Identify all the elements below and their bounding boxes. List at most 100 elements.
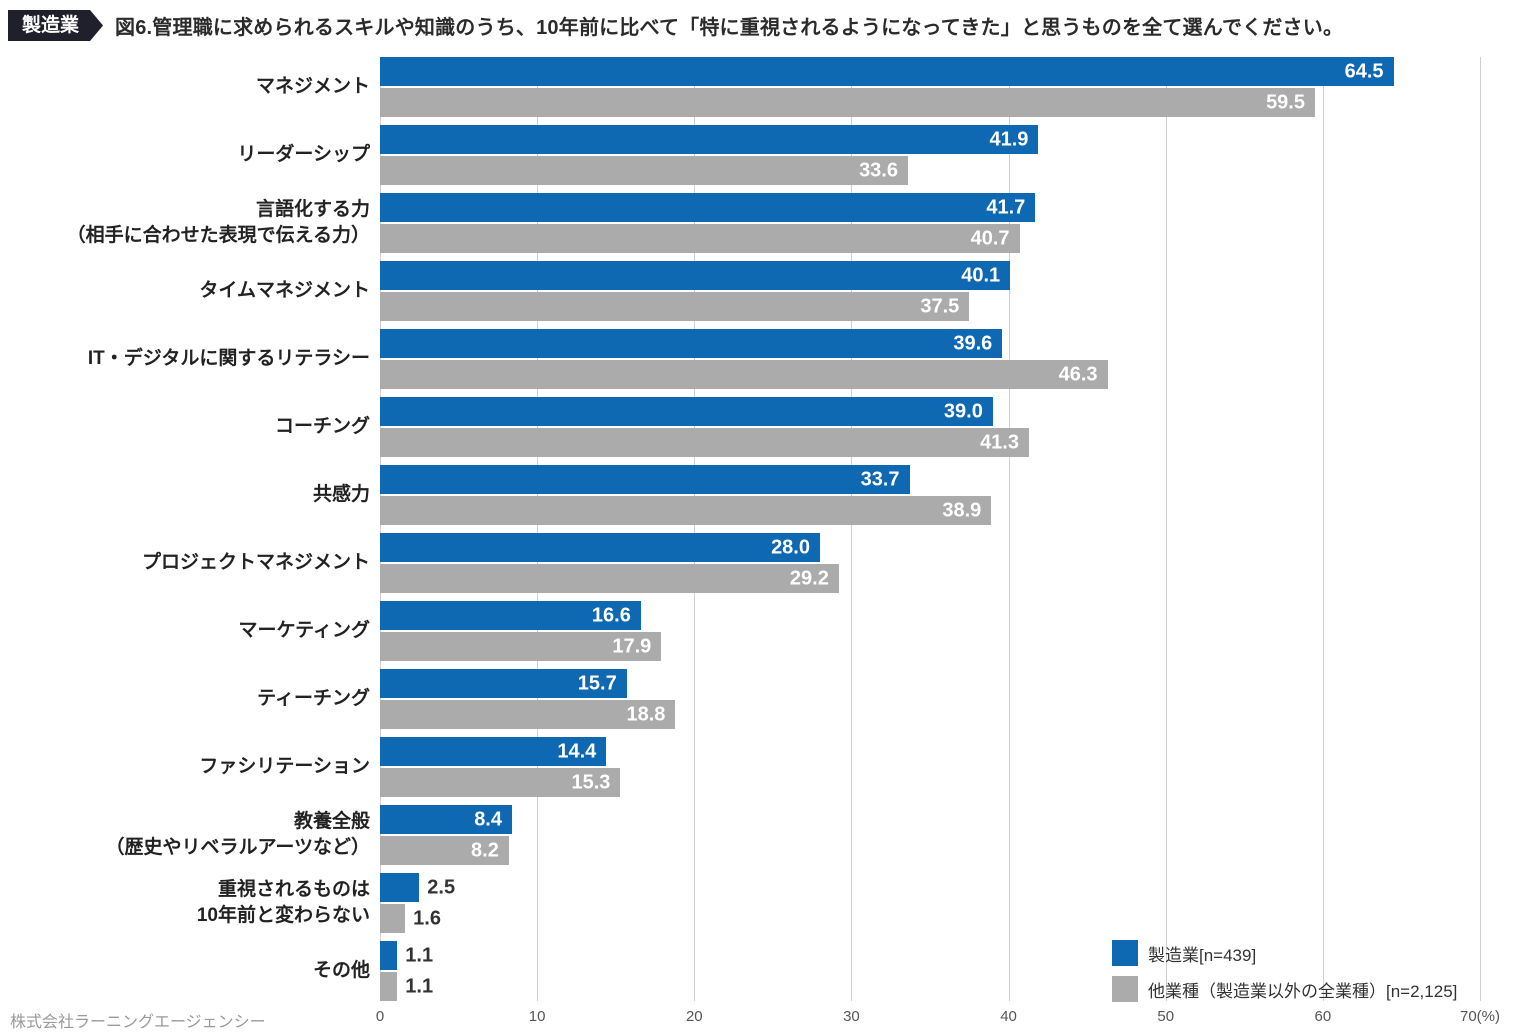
value-label: 37.5 [920, 295, 960, 317]
gridline [1165, 57, 1167, 1001]
chart-row: タイムマネジメント 40.1 37.5 [0, 261, 1480, 321]
legend: 製造業[n=439] 他業種（製造業以外の全業種）[n=2,125] [1112, 940, 1457, 1002]
category-label: 共感力 [312, 484, 370, 506]
value-label: 15.3 [571, 771, 611, 793]
bar-manufacturing: 15.7 [380, 669, 627, 698]
legend-swatch [1112, 940, 1138, 966]
value-label: 8.4 [474, 808, 502, 830]
bar-other-industries: 17.9 [380, 632, 662, 661]
bar-manufacturing: 41.9 [380, 125, 1039, 154]
value-label: 64.5 [1344, 60, 1384, 82]
bar-manufacturing: 33.7 [380, 465, 910, 494]
value-label: 1.6 [413, 907, 441, 929]
chart-row: 重視されるものは 10年前と変わらない 2.5 1.6 [0, 873, 1480, 933]
value-label: 1.1 [405, 944, 434, 966]
bar-other-industries: 46.3 [380, 360, 1108, 389]
category-label: ティーチング [257, 688, 370, 710]
category-label: タイムマネジメント [199, 280, 370, 302]
industry-badge: 製造業 [8, 10, 103, 41]
value-label: 8.2 [471, 839, 499, 861]
value-label: 39.0 [943, 400, 983, 422]
value-label: 40.1 [961, 264, 1001, 286]
bar-manufacturing: 16.6 [380, 601, 641, 630]
bar-other-industries: 33.6 [380, 156, 908, 185]
bar-other-industries: 8.2 [380, 836, 509, 865]
chart-row: プロジェクトマネジメント 28.0 29.2 [0, 533, 1480, 593]
bar-other-industries: 1.6 [380, 904, 441, 933]
category-label: プロジェクトマネジメント [141, 552, 370, 574]
legend-item-manufacturing: 製造業[n=439] [1112, 940, 1457, 966]
value-label: 41.7 [986, 196, 1026, 218]
bar-other-industries: 29.2 [380, 564, 839, 593]
legend-swatch [1112, 976, 1138, 1002]
value-label: 2.5 [427, 876, 456, 898]
bar-other-industries: 37.5 [380, 292, 970, 321]
category-label: 重視されるものは 10年前と変わらない [196, 879, 370, 926]
value-label: 41.9 [989, 128, 1029, 150]
category-label: リーダーシップ [237, 144, 370, 166]
chart-row: ファシリテーション 14.4 15.3 [0, 737, 1480, 797]
bar-manufacturing: 14.4 [380, 737, 607, 766]
value-label: 40.7 [970, 227, 1010, 249]
bar-other-industries: 40.7 [380, 224, 1020, 253]
bar-manufacturing: 39.6 [380, 329, 1003, 358]
bar-manufacturing: 64.5 [380, 57, 1394, 86]
chart-row: その他 1.1 1.1 [0, 941, 1480, 1001]
category-label: その他 [312, 960, 370, 982]
axis-tick-label: 70(%) [1459, 1008, 1501, 1025]
company-credit: 株式会社ラーニングエージェンシー [10, 1014, 266, 1031]
bar-other-industries: 18.8 [380, 700, 676, 729]
category-label: マーケティング [238, 620, 370, 642]
chart-row: 教養全般 （歴史やリベラルアーツなど） 8.4 8.2 [0, 805, 1480, 865]
axis-tick-label: 0 [375, 1008, 385, 1025]
gridline [1008, 57, 1010, 1001]
value-label: 33.6 [859, 159, 898, 181]
value-label: 1.1 [405, 975, 434, 997]
legend-item-other-industries: 他業種（製造業以外の全業種）[n=2,125] [1112, 976, 1457, 1002]
bar-manufacturing: 39.0 [380, 397, 993, 426]
gridline [537, 57, 539, 1001]
category-label: 言語化する力 （相手に合わせた表現で伝える力） [66, 199, 370, 246]
axis-tick-label: 30 [843, 1008, 860, 1025]
axis-tick-label: 60 [1314, 1008, 1332, 1025]
bar-manufacturing: 1.1 [380, 941, 433, 970]
value-label: 33.7 [860, 468, 900, 490]
chart-row: ティーチング 15.7 18.8 [0, 669, 1480, 729]
chart-row: IT・デジタルに関するリテラシー 39.6 46.3 [0, 329, 1480, 389]
chart-row: リーダーシップ 41.9 33.6 [0, 125, 1480, 185]
x-axis: 0 10 20 30 40 50 60 70(%) [376, 1008, 1500, 1030]
value-label: 16.6 [591, 604, 631, 626]
category-label: ファシリテーション [199, 756, 370, 778]
gridline [1322, 57, 1324, 1001]
value-label: 38.9 [942, 499, 982, 521]
value-label: 41.3 [980, 431, 1019, 453]
axis-tick-label: 40 [1000, 1008, 1017, 1025]
legend-label: 製造業[n=439] [1148, 945, 1257, 965]
bar-other-industries: 1.1 [380, 972, 433, 1001]
category-label: コーチング [274, 416, 370, 438]
chart-row: コーチング 39.0 41.3 [0, 397, 1480, 457]
value-label: 39.6 [953, 332, 993, 354]
gridline [851, 57, 853, 1001]
value-label: 18.8 [626, 703, 666, 725]
bar-other-industries: 41.3 [380, 428, 1029, 457]
bar-manufacturing: 41.7 [380, 193, 1036, 222]
header: 製造業 図6.管理職に求められるスキルや知識のうち、10年前に比べて「特に重視さ… [8, 10, 1343, 41]
bar-other-industries: 38.9 [380, 496, 992, 525]
bar-manufacturing: 40.1 [380, 261, 1011, 290]
chart-row: マネジメント 64.5 59.5 [0, 57, 1480, 117]
value-label: 17.9 [612, 635, 652, 657]
axis-tick-label: 50 [1157, 1008, 1175, 1025]
gridlines [380, 57, 1481, 1001]
bar-chart: マネジメント 64.5 59.5 リーダーシップ 41.9 33.6 言語化する力 （相手に合… [0, 57, 1480, 1001]
gridline [380, 57, 381, 1001]
value-label: 28.0 [771, 536, 810, 558]
category-label: IT・デジタルに関するリテラシー [87, 348, 370, 370]
gridline [694, 57, 696, 1001]
bar-other-industries: 59.5 [380, 88, 1315, 117]
chart-row: マーケティング 16.6 17.9 [0, 601, 1480, 661]
bar-other-industries: 15.3 [380, 768, 621, 797]
chart-title: 図6.管理職に求められるスキルや知識のうち、10年前に比べて「特に重視されるよう… [115, 17, 1344, 39]
bar-manufacturing: 8.4 [380, 805, 512, 834]
